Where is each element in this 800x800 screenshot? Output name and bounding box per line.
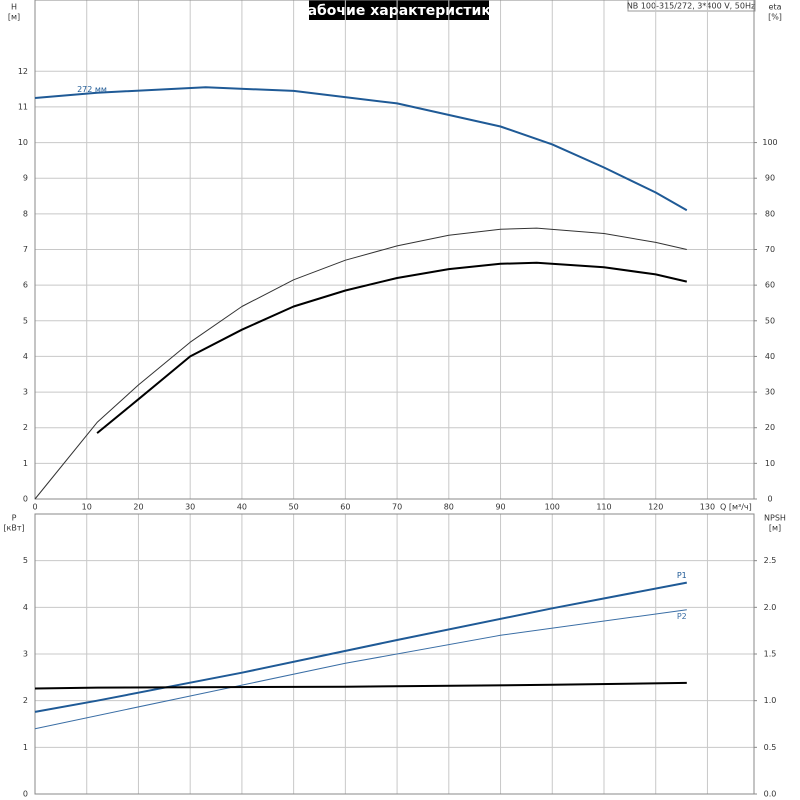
y-tick-label: 7: [23, 245, 28, 254]
subtitle: NB 100-315/272, 3*400 V, 50Hz: [627, 2, 755, 11]
y-tick-label: 2: [23, 696, 28, 705]
y-tick-label: 6: [23, 281, 28, 290]
series-line: [34, 609, 687, 730]
y2-tick-label: 100: [762, 138, 777, 147]
y-axis-label: P: [12, 514, 17, 523]
y2-tick-label: 50: [765, 316, 775, 325]
y-tick-label: 11: [18, 102, 28, 111]
x-tick-label: 120: [648, 503, 663, 512]
y-tick-label: 3: [23, 650, 28, 659]
y-tick-label: 5: [23, 316, 28, 325]
x-tick-label: 110: [596, 503, 611, 512]
y-tick-label: 12: [18, 67, 28, 76]
y2-tick-label: 80: [765, 209, 775, 218]
y2-tick-label: 1.5: [764, 650, 777, 659]
x-tick-label: 0: [32, 503, 37, 512]
y-tick-label: 9: [23, 174, 28, 183]
y2-tick-label: 70: [765, 245, 775, 254]
x-tick-label: 100: [545, 503, 560, 512]
y2-tick-label: 2.5: [764, 556, 777, 565]
y-tick-label: 3: [23, 388, 28, 397]
chart-title: Рабочие характеристики: [297, 3, 500, 19]
y-tick-label: 4: [23, 352, 28, 361]
y-tick-label: 10: [18, 138, 28, 147]
y2-tick-label: 30: [765, 388, 775, 397]
y-tick-label: 5: [23, 556, 28, 565]
x-axis-label: Q [м³/ч]: [720, 503, 752, 512]
y-axis-unit: [кВт]: [3, 524, 24, 533]
y2-tick-label: 0: [767, 495, 772, 504]
series-label: P2: [677, 612, 687, 621]
y2-tick-label: 2.0: [764, 603, 777, 612]
y2-tick-label: 0.5: [764, 743, 777, 752]
series-line: [34, 581, 687, 713]
x-tick-label: 50: [289, 503, 299, 512]
x-tick-label: 70: [392, 503, 402, 512]
y2-axis-label: eta: [769, 3, 782, 12]
y-tick-label: 1: [23, 459, 28, 468]
series-label: 272 мм: [77, 85, 107, 94]
y-tick-label: 4: [23, 603, 28, 612]
y2-tick-label: 60: [765, 281, 775, 290]
series-label: P1: [677, 571, 687, 580]
y2-tick-label: 20: [765, 423, 775, 432]
y-axis-label: H: [11, 3, 17, 12]
y2-tick-label: 90: [765, 174, 775, 183]
x-tick-label: 40: [237, 503, 247, 512]
title-box: [309, 0, 489, 20]
series-line: [34, 681, 687, 690]
y2-tick-label: 1.0: [764, 696, 777, 705]
x-tick-label: 20: [133, 503, 143, 512]
y-tick-label: 8: [23, 209, 28, 218]
y2-axis-unit: [м]: [769, 524, 781, 533]
x-tick-label: 90: [495, 503, 505, 512]
series-line: [34, 227, 687, 500]
x-tick-label: 30: [185, 503, 195, 512]
y-tick-label: 0: [23, 495, 28, 504]
y2-axis-unit: [%]: [768, 13, 782, 22]
plot-frame: [34, 513, 755, 795]
y-axis-unit: [м]: [8, 13, 20, 22]
series-line: [34, 86, 688, 212]
y2-tick-label: 40: [765, 352, 775, 361]
subtitle-box: [627, 0, 756, 12]
y2-axis-label: NPSH: [764, 514, 786, 523]
y2-tick-label: 10: [765, 459, 775, 468]
x-tick-label: 80: [444, 503, 454, 512]
x-tick-label: 130: [700, 503, 715, 512]
x-tick-label: 10: [82, 503, 92, 512]
plot-frame: [34, 0, 755, 500]
x-tick-label: 60: [340, 503, 350, 512]
series-line: [96, 261, 688, 434]
y-tick-label: 1: [23, 743, 28, 752]
y2-tick-label: 0.0: [764, 790, 777, 799]
y-tick-label: 0: [23, 790, 28, 799]
y-tick-label: 2: [23, 423, 28, 432]
